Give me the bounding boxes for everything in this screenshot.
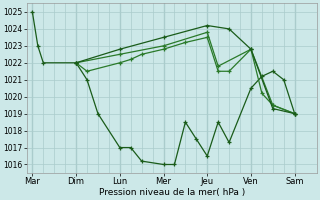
X-axis label: Pression niveau de la mer( hPa ): Pression niveau de la mer( hPa ) [99,188,245,197]
